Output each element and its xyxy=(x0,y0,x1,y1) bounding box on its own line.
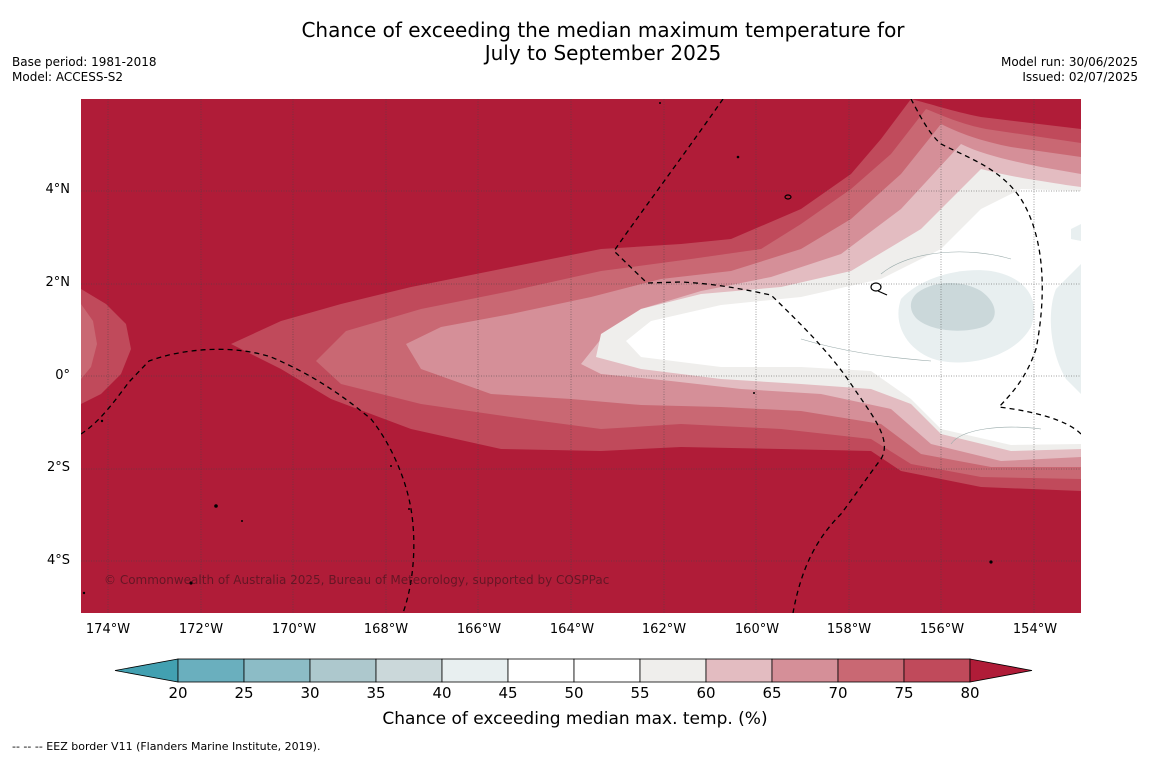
colorbar-tick: 50 xyxy=(564,684,584,702)
island-icon xyxy=(241,520,243,522)
colorbar-segment xyxy=(243,658,311,683)
band-40-45-edge xyxy=(1050,264,1081,394)
model-run: Model run: 30/06/2025 xyxy=(1000,55,1138,69)
colorbar-segment xyxy=(177,658,245,683)
contour-line-c xyxy=(950,426,1042,445)
lon-label: 162°W xyxy=(641,622,687,637)
island-icon xyxy=(736,155,740,159)
map-title: Chance of exceeding the median maximum t… xyxy=(0,19,1150,65)
graticule xyxy=(81,99,1081,613)
colorbar-tick: 60 xyxy=(696,684,716,702)
lat-label: 4°N xyxy=(45,182,71,197)
probability-map xyxy=(81,99,1081,613)
contour-line-b xyxy=(800,338,932,362)
island-icon xyxy=(82,591,86,595)
lon-label: 164°W xyxy=(549,622,595,637)
colorbar-segment xyxy=(375,658,443,683)
island-icon xyxy=(189,581,193,585)
contour-line-a xyxy=(880,251,1012,275)
island-icon xyxy=(408,508,410,510)
island-icon xyxy=(659,102,661,104)
island-icon xyxy=(100,419,104,423)
colorbar-segment xyxy=(639,658,707,683)
island-icon xyxy=(877,290,888,296)
issued-date: Issued: 02/07/2025 xyxy=(1022,70,1138,84)
colorbar-tick: 25 xyxy=(234,684,254,702)
island-icon xyxy=(784,194,792,200)
map-panel xyxy=(81,99,1081,613)
base-period: Base period: 1981-2018 xyxy=(12,55,157,69)
colorbar-tick: 80 xyxy=(960,684,980,702)
colorbar-over-arrow xyxy=(969,658,1033,683)
colorbar xyxy=(113,656,1038,686)
colorbar-tick: 55 xyxy=(630,684,650,702)
eez-border-east xyxy=(910,99,1081,435)
colorbar-segment xyxy=(903,658,971,683)
eez-border-central xyxy=(613,99,886,613)
colorbar-tick: 70 xyxy=(828,684,848,702)
copyright-notice: © Commonwealth of Australia 2025, Bureau… xyxy=(104,573,610,587)
colorbar-tick: 75 xyxy=(894,684,914,702)
colorbar-segment xyxy=(705,658,773,683)
lon-label: 166°W xyxy=(456,622,502,637)
colorbar-segment xyxy=(837,658,905,683)
band-75-80-west xyxy=(81,289,131,404)
island-icon xyxy=(753,392,755,394)
lon-label: 168°W xyxy=(363,622,409,637)
lat-label: 4°S xyxy=(46,553,70,568)
colorbar-segment xyxy=(507,658,575,683)
meta-right: Model run: 30/06/2025 Issued: 02/07/2025 xyxy=(1001,55,1138,85)
colorbar-graphic xyxy=(114,658,1033,683)
colorbar-segment xyxy=(309,658,377,683)
lon-label: 172°W xyxy=(178,622,224,637)
lon-label: 174°W xyxy=(85,622,131,637)
band-35-40 xyxy=(910,283,995,331)
island-icon xyxy=(870,282,882,292)
colorbar-under-arrow xyxy=(114,658,179,683)
island-icon xyxy=(989,560,993,564)
lon-label: 154°W xyxy=(1012,622,1058,637)
colorbar-tick: 45 xyxy=(498,684,518,702)
title-line-2: July to September 2025 xyxy=(484,41,722,65)
colorbar-tick: 65 xyxy=(762,684,782,702)
title-line-1: Chance of exceeding the median maximum t… xyxy=(301,18,905,42)
island-icon xyxy=(390,465,392,467)
lat-label: 2°S xyxy=(46,460,70,475)
colorbar-segment xyxy=(771,658,839,683)
lon-label: 156°W xyxy=(919,622,965,637)
lat-label: 0° xyxy=(55,368,70,383)
lat-label: 2°N xyxy=(45,275,71,290)
lon-label: 160°W xyxy=(734,622,780,637)
colorbar-title: Chance of exceeding median max. temp. (%… xyxy=(382,709,768,729)
colorbar-tick: 35 xyxy=(366,684,386,702)
band-40-45-north xyxy=(1071,224,1081,241)
eez-border-west xyxy=(81,348,415,613)
colorbar-tick: 20 xyxy=(168,684,188,702)
colorbar-tick: 30 xyxy=(300,684,320,702)
band-45-55 xyxy=(626,189,1081,445)
colorbar-segment xyxy=(441,658,509,683)
lon-label: 158°W xyxy=(826,622,872,637)
band-70-75-west xyxy=(81,304,97,379)
island-icon xyxy=(214,504,218,508)
colorbar-segment xyxy=(573,658,641,683)
eez-legend-note: -- -- -- EEZ border V11 (Flanders Marine… xyxy=(12,740,321,753)
colorbar-tick: 40 xyxy=(432,684,452,702)
model-name: Model: ACCESS-S2 xyxy=(12,70,124,84)
lon-label: 170°W xyxy=(271,622,317,637)
meta-left: Base period: 1981-2018 Model: ACCESS-S2 xyxy=(12,55,157,85)
